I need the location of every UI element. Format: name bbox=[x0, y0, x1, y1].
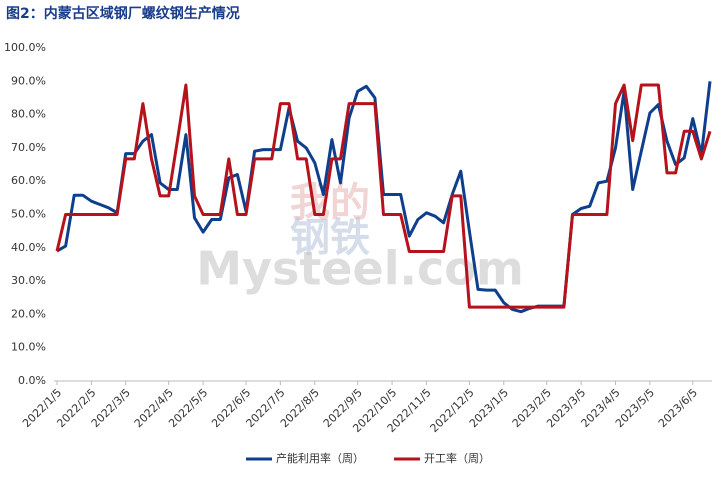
y-tick-label: 50.0% bbox=[11, 208, 46, 221]
line-series bbox=[56, 81, 712, 314]
legend-label: 开工率（周） bbox=[424, 451, 490, 465]
watermark: 钢铁 bbox=[290, 215, 370, 261]
chart-title: 图2：内蒙古区域钢厂螺纹钢生产情况 bbox=[6, 5, 240, 22]
line-series bbox=[55, 83, 712, 309]
y-tick-label: 70.0% bbox=[11, 141, 46, 154]
y-tick-label: 10.0% bbox=[11, 341, 46, 354]
legend-label: 产能利用率（周） bbox=[276, 451, 364, 465]
y-tick-label: 80.0% bbox=[11, 108, 46, 121]
y-tick-label: 60.0% bbox=[11, 174, 46, 187]
y-tick-label: 90.0% bbox=[11, 74, 46, 87]
y-tick-label: 100.0% bbox=[4, 41, 46, 54]
y-tick-label: 20.0% bbox=[11, 307, 46, 320]
y-tick-label: 40.0% bbox=[11, 241, 46, 254]
y-tick-label: 30.0% bbox=[11, 274, 46, 287]
watermark: 我的 bbox=[290, 180, 370, 226]
y-tick-label: 0.0% bbox=[18, 374, 46, 387]
